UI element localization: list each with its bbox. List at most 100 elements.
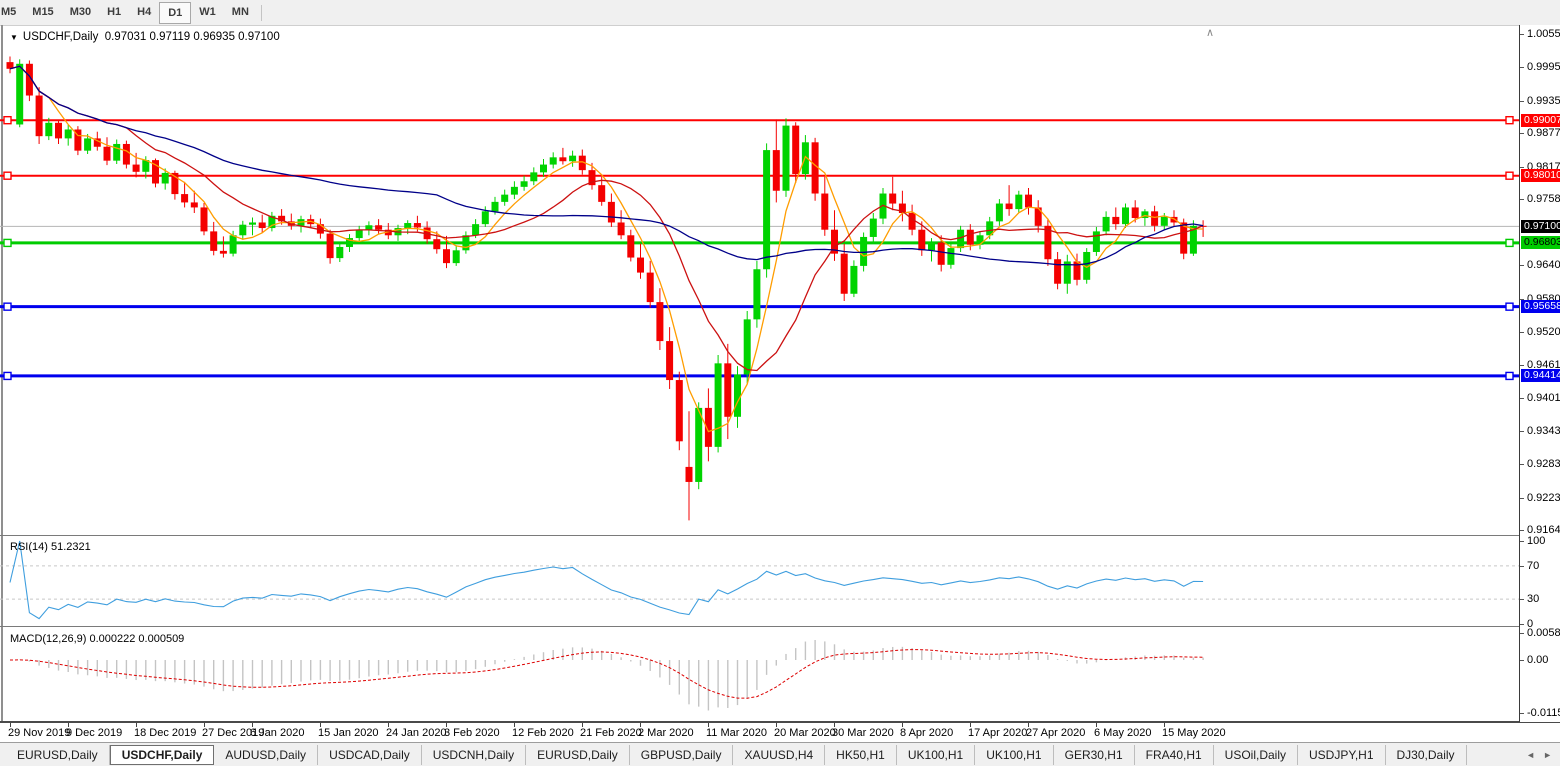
tab-usdcnh-daily[interactable]: USDCNH,Daily — [422, 744, 527, 765]
tab-usdchf-daily[interactable]: USDCHF,Daily — [109, 744, 215, 765]
scroll-up-icon[interactable]: ∧ — [1206, 27, 1215, 39]
date-tick — [834, 723, 835, 727]
price-tick — [1520, 398, 1524, 400]
tab-ger30-h1[interactable]: GER30,H1 — [1054, 744, 1135, 765]
date-tick — [136, 723, 137, 727]
tab-gbpusd-daily[interactable]: GBPUSD,Daily — [630, 744, 734, 765]
price-badge: 0.95658 — [1521, 300, 1560, 314]
date-tick — [388, 723, 389, 727]
date-tick — [514, 723, 515, 727]
pane-separator[interactable] — [0, 535, 1560, 536]
macd-tick-label: 0.005818 — [1527, 627, 1560, 640]
price-tick-label: 1.00555 — [1527, 28, 1560, 40]
date-label: 17 Apr 2020 — [968, 727, 1028, 739]
macd-pane-canvas[interactable] — [0, 628, 1519, 721]
pane-separator — [0, 721, 1560, 723]
date-label: 3 Feb 2020 — [444, 727, 500, 739]
rsi-pane-canvas[interactable] — [0, 536, 1519, 626]
macd-tick — [1520, 660, 1524, 661]
date-tick — [320, 723, 321, 727]
tab-dj30-daily[interactable]: DJ30,Daily — [1386, 744, 1467, 765]
date-label: 2 Mar 2020 — [638, 727, 694, 739]
date-label: 6 May 2020 — [1094, 727, 1152, 739]
timeframe-button-m5[interactable]: M5 — [1, 6, 17, 18]
date-tick — [10, 723, 11, 727]
window-border — [1, 25, 3, 741]
date-axis[interactable]: 29 Nov 2019 9 Dec 2019 18 Dec 2019 27 Dec 2… — [0, 723, 1519, 742]
date-tick — [1164, 723, 1165, 727]
date-label: 24 Jan 2020 — [386, 727, 447, 739]
macd-tick-label: -0.011516 — [1527, 706, 1560, 719]
price-tick-label: 0.99955 — [1527, 61, 1560, 74]
date-tick — [970, 723, 971, 727]
date-tick — [776, 723, 777, 727]
timeframe-button-h1[interactable]: H1 — [107, 6, 122, 18]
date-label: 21 Feb 2020 — [580, 727, 642, 739]
date-label: 6 Jan 2020 — [250, 727, 305, 739]
rsi-tick-label: 0 — [1527, 618, 1534, 630]
price-tick — [1520, 364, 1524, 366]
rsi-tick — [1520, 624, 1524, 625]
tab-usoil-daily[interactable]: USOil,Daily — [1214, 744, 1299, 765]
symbol-dropdown-icon[interactable]: ▼ — [10, 33, 18, 42]
pane-separator[interactable] — [0, 626, 1560, 627]
date-label: 29 Nov 2019 — [8, 727, 71, 739]
rsi-name: RSI(14) — [10, 541, 48, 553]
timeframe-button-m15[interactable]: M15 — [32, 6, 54, 18]
macd-tick — [1520, 712, 1524, 714]
date-tick — [640, 723, 641, 727]
tab-usdjpy-h1[interactable]: USDJPY,H1 — [1298, 744, 1386, 765]
price-tick — [1520, 265, 1524, 267]
macd-name: MACD(12,26,9) — [10, 633, 87, 645]
date-tick — [68, 723, 69, 727]
date-label: 15 May 2020 — [1162, 727, 1226, 739]
tab-fra40-h1[interactable]: FRA40,H1 — [1135, 744, 1214, 765]
tab-uk100-h1[interactable]: UK100,H1 — [897, 744, 976, 765]
price-tick-label: 0.99355 — [1527, 94, 1560, 107]
date-label: 12 Feb 2020 — [512, 727, 574, 739]
tab-audusd-daily[interactable]: AUDUSD,Daily — [214, 744, 319, 765]
date-tick — [1096, 723, 1097, 727]
date-tick — [582, 723, 583, 727]
timeframe-button-h4[interactable]: H4 — [137, 6, 152, 18]
tab-eurusd-daily[interactable]: EURUSD,Daily — [526, 744, 630, 765]
tab-scroll-right-icon[interactable]: ► — [1543, 749, 1552, 760]
price-axis[interactable]: 1.005550.999550.993550.987700.981700.975… — [1519, 25, 1560, 722]
price-tick — [1520, 133, 1524, 135]
tab-usdcad-daily[interactable]: USDCAD,Daily — [318, 744, 422, 765]
tab-scroll-left-icon[interactable]: ◄ — [1526, 749, 1536, 760]
price-tick — [1520, 100, 1524, 102]
rsi-tick — [1520, 541, 1524, 542]
rsi-tick-label: 30 — [1527, 593, 1540, 606]
timeframe-button-mn[interactable]: MN — [231, 6, 249, 18]
tab-uk100-h1[interactable]: UK100,H1 — [975, 744, 1054, 765]
price-tick-label: 0.97585 — [1527, 193, 1560, 206]
date-label: 27 Dec 2019 — [202, 727, 265, 739]
timeframe-button-w1[interactable]: W1 — [199, 6, 216, 18]
rsi-tick — [1520, 565, 1524, 567]
tab-hk50-h1[interactable]: HK50,H1 — [825, 744, 897, 765]
price-tick-label: 0.94615 — [1527, 358, 1560, 371]
price-tick — [1520, 166, 1524, 168]
rsi-value: 51.2321 — [50, 541, 91, 553]
date-tick — [446, 723, 447, 727]
price-tick — [1520, 34, 1524, 35]
price-pane-canvas[interactable] — [0, 25, 1519, 535]
rsi-tick-label: 70 — [1527, 559, 1540, 572]
timeframe-button-d1[interactable]: D1 — [159, 2, 192, 24]
price-tick — [1520, 199, 1524, 201]
timeframe-button-m30[interactable]: M30 — [69, 6, 92, 18]
price-tick — [1520, 530, 1524, 532]
date-label: 30 Mar 2020 — [832, 727, 894, 739]
tab-eurusd-daily[interactable]: EURUSD,Daily — [6, 744, 110, 765]
price-badge: 0.94414 — [1521, 369, 1560, 383]
price-tick — [1520, 298, 1524, 300]
price-badge: 0.98010 — [1521, 169, 1560, 183]
price-badge: 0.99007 — [1521, 113, 1560, 127]
rsi-tick — [1520, 599, 1524, 601]
tab-xauusd-h4[interactable]: XAUUSD,H4 — [733, 744, 826, 765]
